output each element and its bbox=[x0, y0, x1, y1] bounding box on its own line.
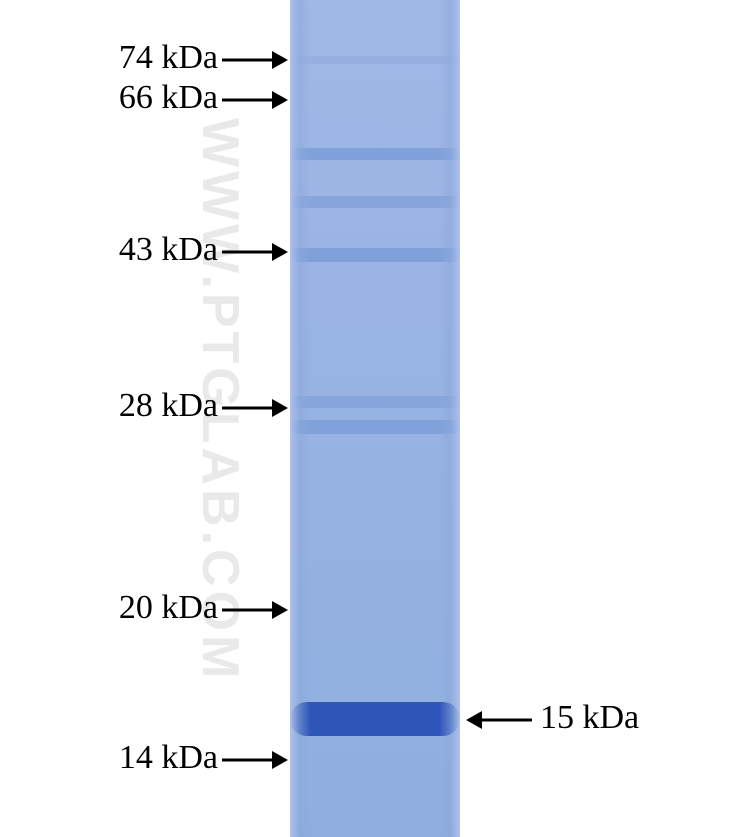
mw-marker-label: 14 kDa bbox=[119, 739, 218, 777]
mw-marker-label: 43 kDa bbox=[119, 231, 218, 269]
mw-marker-label: 20 kDa bbox=[119, 589, 218, 627]
mw-marker-label: 66 kDa bbox=[119, 79, 218, 117]
arrow-right-icon bbox=[222, 601, 288, 619]
gel-band bbox=[290, 702, 460, 736]
result-band-label: 15 kDa bbox=[540, 699, 639, 737]
mw-marker-label: 28 kDa bbox=[119, 387, 218, 425]
gel-band bbox=[290, 248, 460, 262]
gel-figure: WWW.PTGLAB.COM74 kDa66 kDa43 kDa28 kDa20… bbox=[0, 0, 740, 837]
arrow-right-icon bbox=[222, 243, 288, 261]
mw-marker-label: 74 kDa bbox=[119, 39, 218, 77]
gel-band bbox=[290, 396, 460, 408]
gel-band bbox=[290, 56, 460, 64]
arrow-right-icon bbox=[222, 91, 288, 109]
arrow-right-icon bbox=[222, 399, 288, 417]
arrow-left-icon bbox=[466, 711, 532, 729]
arrow-right-icon bbox=[222, 751, 288, 769]
arrow-right-icon bbox=[222, 51, 288, 69]
gel-band bbox=[290, 420, 460, 434]
gel-lane bbox=[290, 0, 460, 837]
gel-band bbox=[290, 196, 460, 208]
gel-band bbox=[290, 148, 460, 160]
